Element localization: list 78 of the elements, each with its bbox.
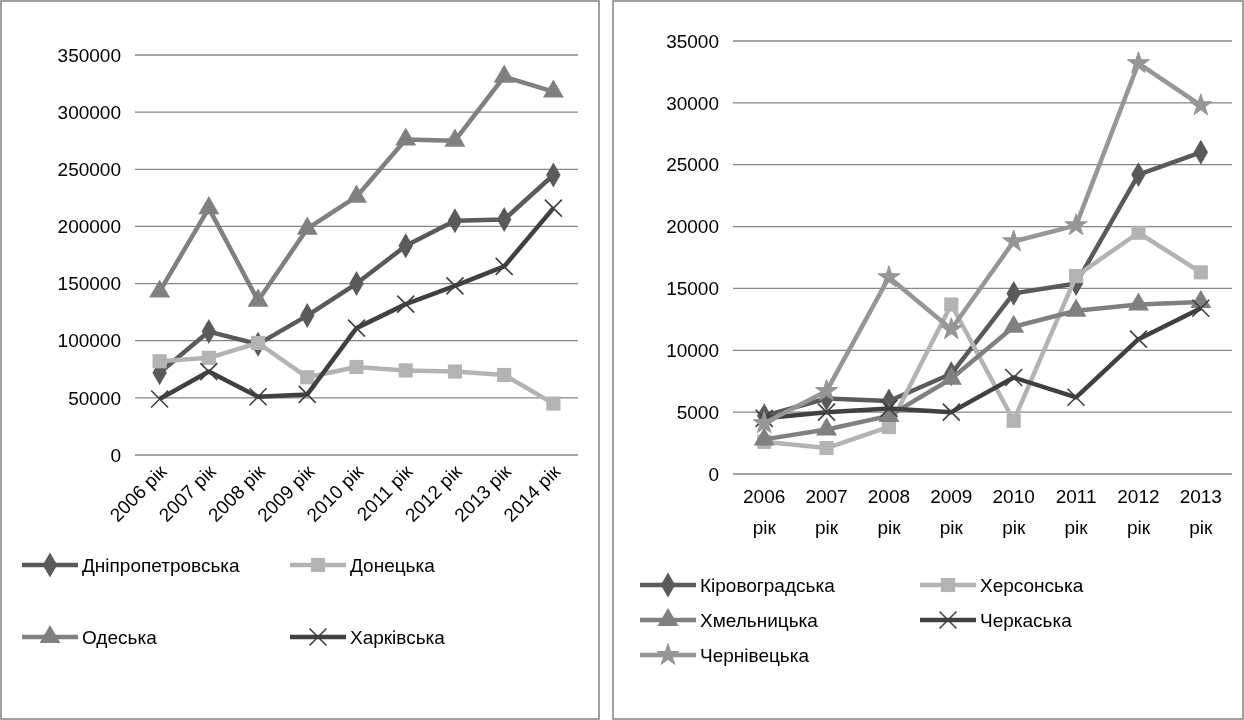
y-tick-label: 300000	[57, 101, 121, 123]
x-tick-label: 2009 рік	[930, 486, 973, 538]
y-tick-label: 35000	[666, 30, 719, 52]
y-tick-label: 350000	[57, 44, 121, 66]
point	[444, 128, 466, 147]
x-tick-label: 2012 рік	[1117, 486, 1160, 538]
x-tick-label: 2007 рік	[805, 486, 848, 538]
point	[497, 367, 512, 383]
y-tick-label: 200000	[57, 216, 121, 238]
legend-label: Харківська	[350, 626, 446, 648]
point	[944, 297, 959, 312]
y-tick-label: 25000	[666, 154, 719, 176]
point	[1006, 413, 1021, 428]
point	[250, 335, 266, 351]
point	[447, 364, 463, 379]
point	[493, 64, 515, 83]
point	[152, 354, 167, 369]
point	[150, 389, 169, 409]
y-tick-label: 15000	[666, 278, 719, 300]
point	[349, 359, 364, 375]
point	[754, 409, 774, 428]
legend-label: Кіровоградська	[700, 574, 836, 596]
point	[395, 127, 417, 146]
y-tick-label: 20000	[666, 216, 719, 238]
y-tick-label: 50000	[68, 387, 121, 409]
point	[752, 411, 776, 434]
x-tick-label: 2013 рік	[1179, 486, 1222, 538]
point	[1189, 93, 1213, 116]
point	[1131, 225, 1146, 240]
x-tick-label: 2010 рік	[992, 486, 1035, 538]
y-tick-label: 0	[708, 463, 719, 485]
point	[1066, 388, 1086, 407]
point	[300, 370, 315, 385]
point	[877, 265, 901, 288]
point	[396, 294, 416, 314]
legend-label: Чернівецька	[700, 644, 810, 666]
x-tick-label: 2011 рік	[1055, 486, 1097, 538]
point	[347, 318, 366, 338]
point	[1191, 298, 1211, 318]
point	[1193, 265, 1208, 280]
y-tick-label: 10000	[666, 339, 719, 361]
x-tick-label: 2006 рік	[743, 486, 786, 538]
point	[879, 399, 899, 418]
y-tick-label: 100000	[57, 330, 121, 352]
point	[817, 402, 836, 422]
y-tick-label: 0	[110, 444, 121, 466]
y-tick-label: 150000	[57, 273, 121, 295]
legend-label: Черкаська	[980, 609, 1073, 631]
point	[445, 276, 465, 296]
point	[939, 317, 963, 340]
legend-label: Херсонська	[980, 574, 1084, 596]
point	[815, 379, 839, 401]
point	[1068, 268, 1084, 284]
point	[297, 385, 317, 404]
y-tick-label: 5000	[676, 401, 719, 423]
point	[398, 363, 413, 378]
point	[942, 402, 961, 422]
legend-label: Дніпропетровська	[82, 554, 241, 576]
point	[1064, 213, 1088, 236]
point	[546, 396, 561, 411]
point	[201, 350, 216, 365]
point	[346, 184, 367, 203]
point	[1004, 368, 1023, 387]
point	[1129, 329, 1148, 349]
point	[819, 440, 834, 456]
point	[494, 257, 514, 276]
point	[198, 196, 220, 215]
legend-label: Донецька	[350, 554, 436, 576]
legend-label: Хмельницька	[700, 609, 819, 631]
point	[542, 79, 564, 98]
point	[544, 198, 563, 218]
point	[248, 387, 268, 407]
point	[199, 362, 219, 381]
x-tick-label: 2008 рік	[867, 486, 911, 538]
y-tick-label: 250000	[57, 158, 121, 180]
y-tick-label: 30000	[666, 92, 719, 114]
legend-label: Одеська	[82, 626, 158, 648]
point	[1126, 51, 1150, 74]
